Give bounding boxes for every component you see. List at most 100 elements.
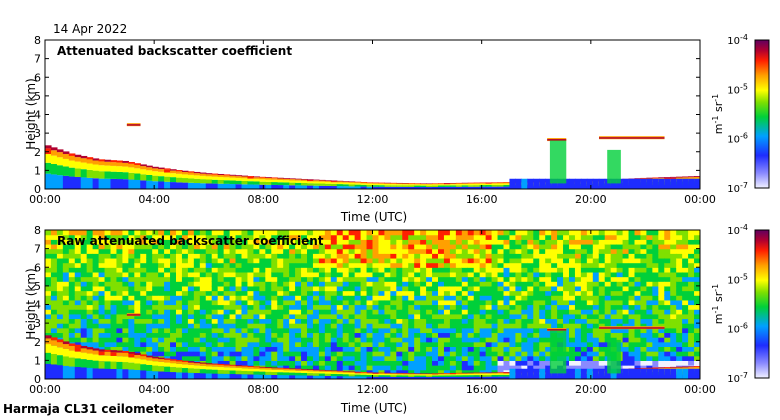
aerosol-band bbox=[217, 366, 225, 370]
noise-cell bbox=[68, 309, 76, 315]
noise-cell bbox=[461, 365, 469, 371]
noise-cell bbox=[551, 285, 558, 292]
aerosol-band bbox=[402, 185, 409, 187]
noise-cell bbox=[670, 318, 677, 324]
aerosol-band bbox=[45, 162, 52, 174]
noise-cell bbox=[265, 351, 272, 357]
aerosol-band bbox=[50, 147, 58, 151]
noise-cell bbox=[461, 323, 469, 329]
noise-cell bbox=[187, 253, 195, 259]
noise-cell bbox=[86, 337, 94, 343]
noise-cell bbox=[122, 299, 129, 306]
noise-cell bbox=[628, 290, 636, 296]
aerosol-band bbox=[187, 368, 195, 373]
noise-cell bbox=[563, 299, 570, 306]
noise-cell bbox=[187, 318, 195, 324]
noise-cell bbox=[122, 332, 129, 338]
noise-cell bbox=[527, 299, 534, 306]
noise-cell bbox=[158, 341, 165, 348]
aerosol-band bbox=[110, 178, 118, 189]
noise-cell bbox=[158, 239, 165, 245]
noise-cell bbox=[485, 299, 493, 306]
noise-cell bbox=[229, 318, 237, 324]
aerosol-band bbox=[205, 363, 213, 365]
noise-cell bbox=[354, 337, 362, 343]
aerosol-band bbox=[670, 367, 677, 370]
noise-cell bbox=[253, 281, 260, 287]
noise-cell bbox=[217, 332, 225, 338]
noise-cell bbox=[622, 337, 630, 343]
aerosol-band bbox=[378, 375, 385, 377]
noise-cell bbox=[473, 299, 481, 306]
noise-cell bbox=[503, 346, 511, 352]
noise-cell bbox=[402, 327, 409, 334]
noise-cell bbox=[634, 327, 642, 334]
haze-band bbox=[694, 368, 700, 379]
noise-cell bbox=[610, 327, 618, 334]
noise-cell bbox=[438, 341, 445, 348]
noise-cell bbox=[122, 346, 129, 352]
aerosol-band bbox=[390, 372, 397, 374]
noise-cell bbox=[569, 267, 576, 273]
noise-cell bbox=[610, 323, 618, 329]
noise-cell bbox=[187, 230, 195, 236]
noise-cell bbox=[259, 285, 266, 292]
noise-cell bbox=[277, 337, 284, 343]
noise-cell bbox=[467, 230, 475, 236]
noise-cell bbox=[146, 257, 153, 264]
noise-cell bbox=[414, 239, 421, 245]
noise-cell bbox=[80, 337, 88, 343]
noise-cell bbox=[271, 248, 278, 254]
noise-cell bbox=[253, 271, 260, 278]
noise-cell bbox=[318, 248, 326, 254]
noise-cell bbox=[372, 248, 380, 254]
noise-cell bbox=[354, 313, 362, 320]
noise-cell bbox=[223, 271, 231, 278]
noise-cell bbox=[205, 351, 213, 357]
noise-cell bbox=[116, 332, 123, 338]
y-tick-label: 4 bbox=[34, 109, 41, 122]
noise-cell bbox=[229, 304, 237, 310]
noise-cell bbox=[390, 243, 397, 250]
noise-cell bbox=[366, 351, 374, 357]
noise-cell bbox=[473, 281, 481, 287]
aerosol-band bbox=[140, 169, 147, 175]
noise-cell bbox=[348, 341, 356, 348]
noise-cell bbox=[68, 243, 76, 250]
noise-cell bbox=[664, 230, 671, 236]
noise-cell bbox=[86, 327, 94, 334]
noise-cell bbox=[420, 327, 427, 334]
noise-cell bbox=[199, 257, 207, 264]
noise-cell bbox=[104, 267, 112, 273]
aerosol-band bbox=[110, 350, 118, 353]
noise-cell bbox=[461, 276, 469, 282]
noise-cell bbox=[640, 360, 647, 366]
noise-cell bbox=[74, 313, 82, 320]
haze-band bbox=[664, 178, 671, 189]
noise-cell bbox=[271, 295, 278, 301]
noise-cell bbox=[140, 351, 147, 357]
aerosol-band bbox=[402, 374, 409, 376]
haze-band bbox=[569, 368, 576, 379]
noise-cell bbox=[646, 295, 653, 301]
noise-cell bbox=[539, 327, 546, 334]
noise-cell bbox=[235, 299, 243, 306]
aerosol-band bbox=[152, 356, 159, 359]
noise-cell bbox=[664, 276, 671, 282]
noise-cell bbox=[372, 262, 380, 268]
noise-cell bbox=[426, 243, 433, 250]
noise-cell bbox=[318, 253, 326, 259]
haze-band bbox=[622, 178, 630, 189]
noise-cell bbox=[247, 360, 254, 366]
aerosol-band bbox=[98, 165, 106, 172]
aerosol-band bbox=[396, 373, 403, 375]
noise-cell bbox=[408, 341, 415, 348]
aerosol-band bbox=[247, 366, 254, 369]
noise-cell bbox=[628, 304, 636, 310]
noise-cell bbox=[199, 346, 207, 352]
noise-cell bbox=[62, 276, 70, 282]
aerosol-band bbox=[354, 184, 362, 187]
noise-cell bbox=[312, 234, 320, 240]
noise-cell bbox=[318, 309, 326, 315]
aerosol-band bbox=[116, 162, 123, 167]
